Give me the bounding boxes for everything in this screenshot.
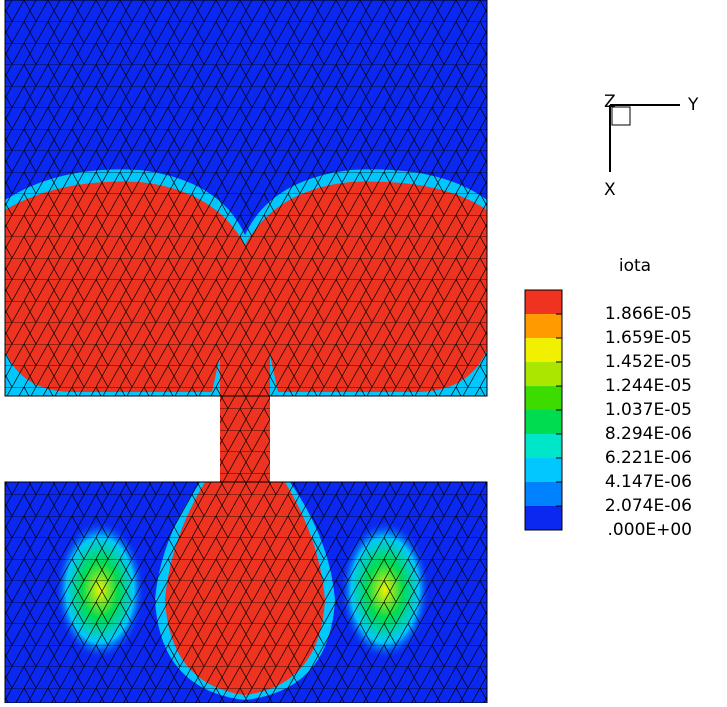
colorbar-label: 1.452E-05 — [605, 352, 692, 372]
y-label: Y — [687, 95, 699, 115]
color-band — [525, 482, 562, 506]
color-band — [525, 314, 562, 339]
colorbar-label: 1.866E-05 — [605, 304, 692, 324]
axis-triad: Z Y X — [604, 92, 699, 200]
z-label: Z — [604, 92, 616, 112]
color-band — [525, 458, 562, 483]
legend-title: iota — [619, 256, 651, 276]
color-band — [525, 386, 562, 410]
colorbar-label: 8.294E-06 — [605, 424, 692, 444]
color-band — [525, 506, 562, 530]
color-band — [525, 361, 562, 387]
colorbar-label: 2.074E-06 — [605, 496, 692, 516]
color-band — [525, 290, 562, 315]
colorbar-label: 1.244E-05 — [605, 376, 692, 396]
colorbar-label: 1.037E-05 — [605, 400, 692, 420]
x-label: X — [604, 180, 616, 200]
colorbar-label: .000E+00 — [608, 520, 692, 540]
field — [4, 0, 488, 704]
color-band — [525, 434, 562, 459]
colorbar-label: 6.221E-06 — [605, 448, 692, 468]
colorbar-label: 1.659E-05 — [605, 328, 692, 348]
color-band — [525, 338, 562, 362]
color-band — [525, 410, 562, 435]
colorbar-label: 4.147E-06 — [605, 472, 692, 492]
